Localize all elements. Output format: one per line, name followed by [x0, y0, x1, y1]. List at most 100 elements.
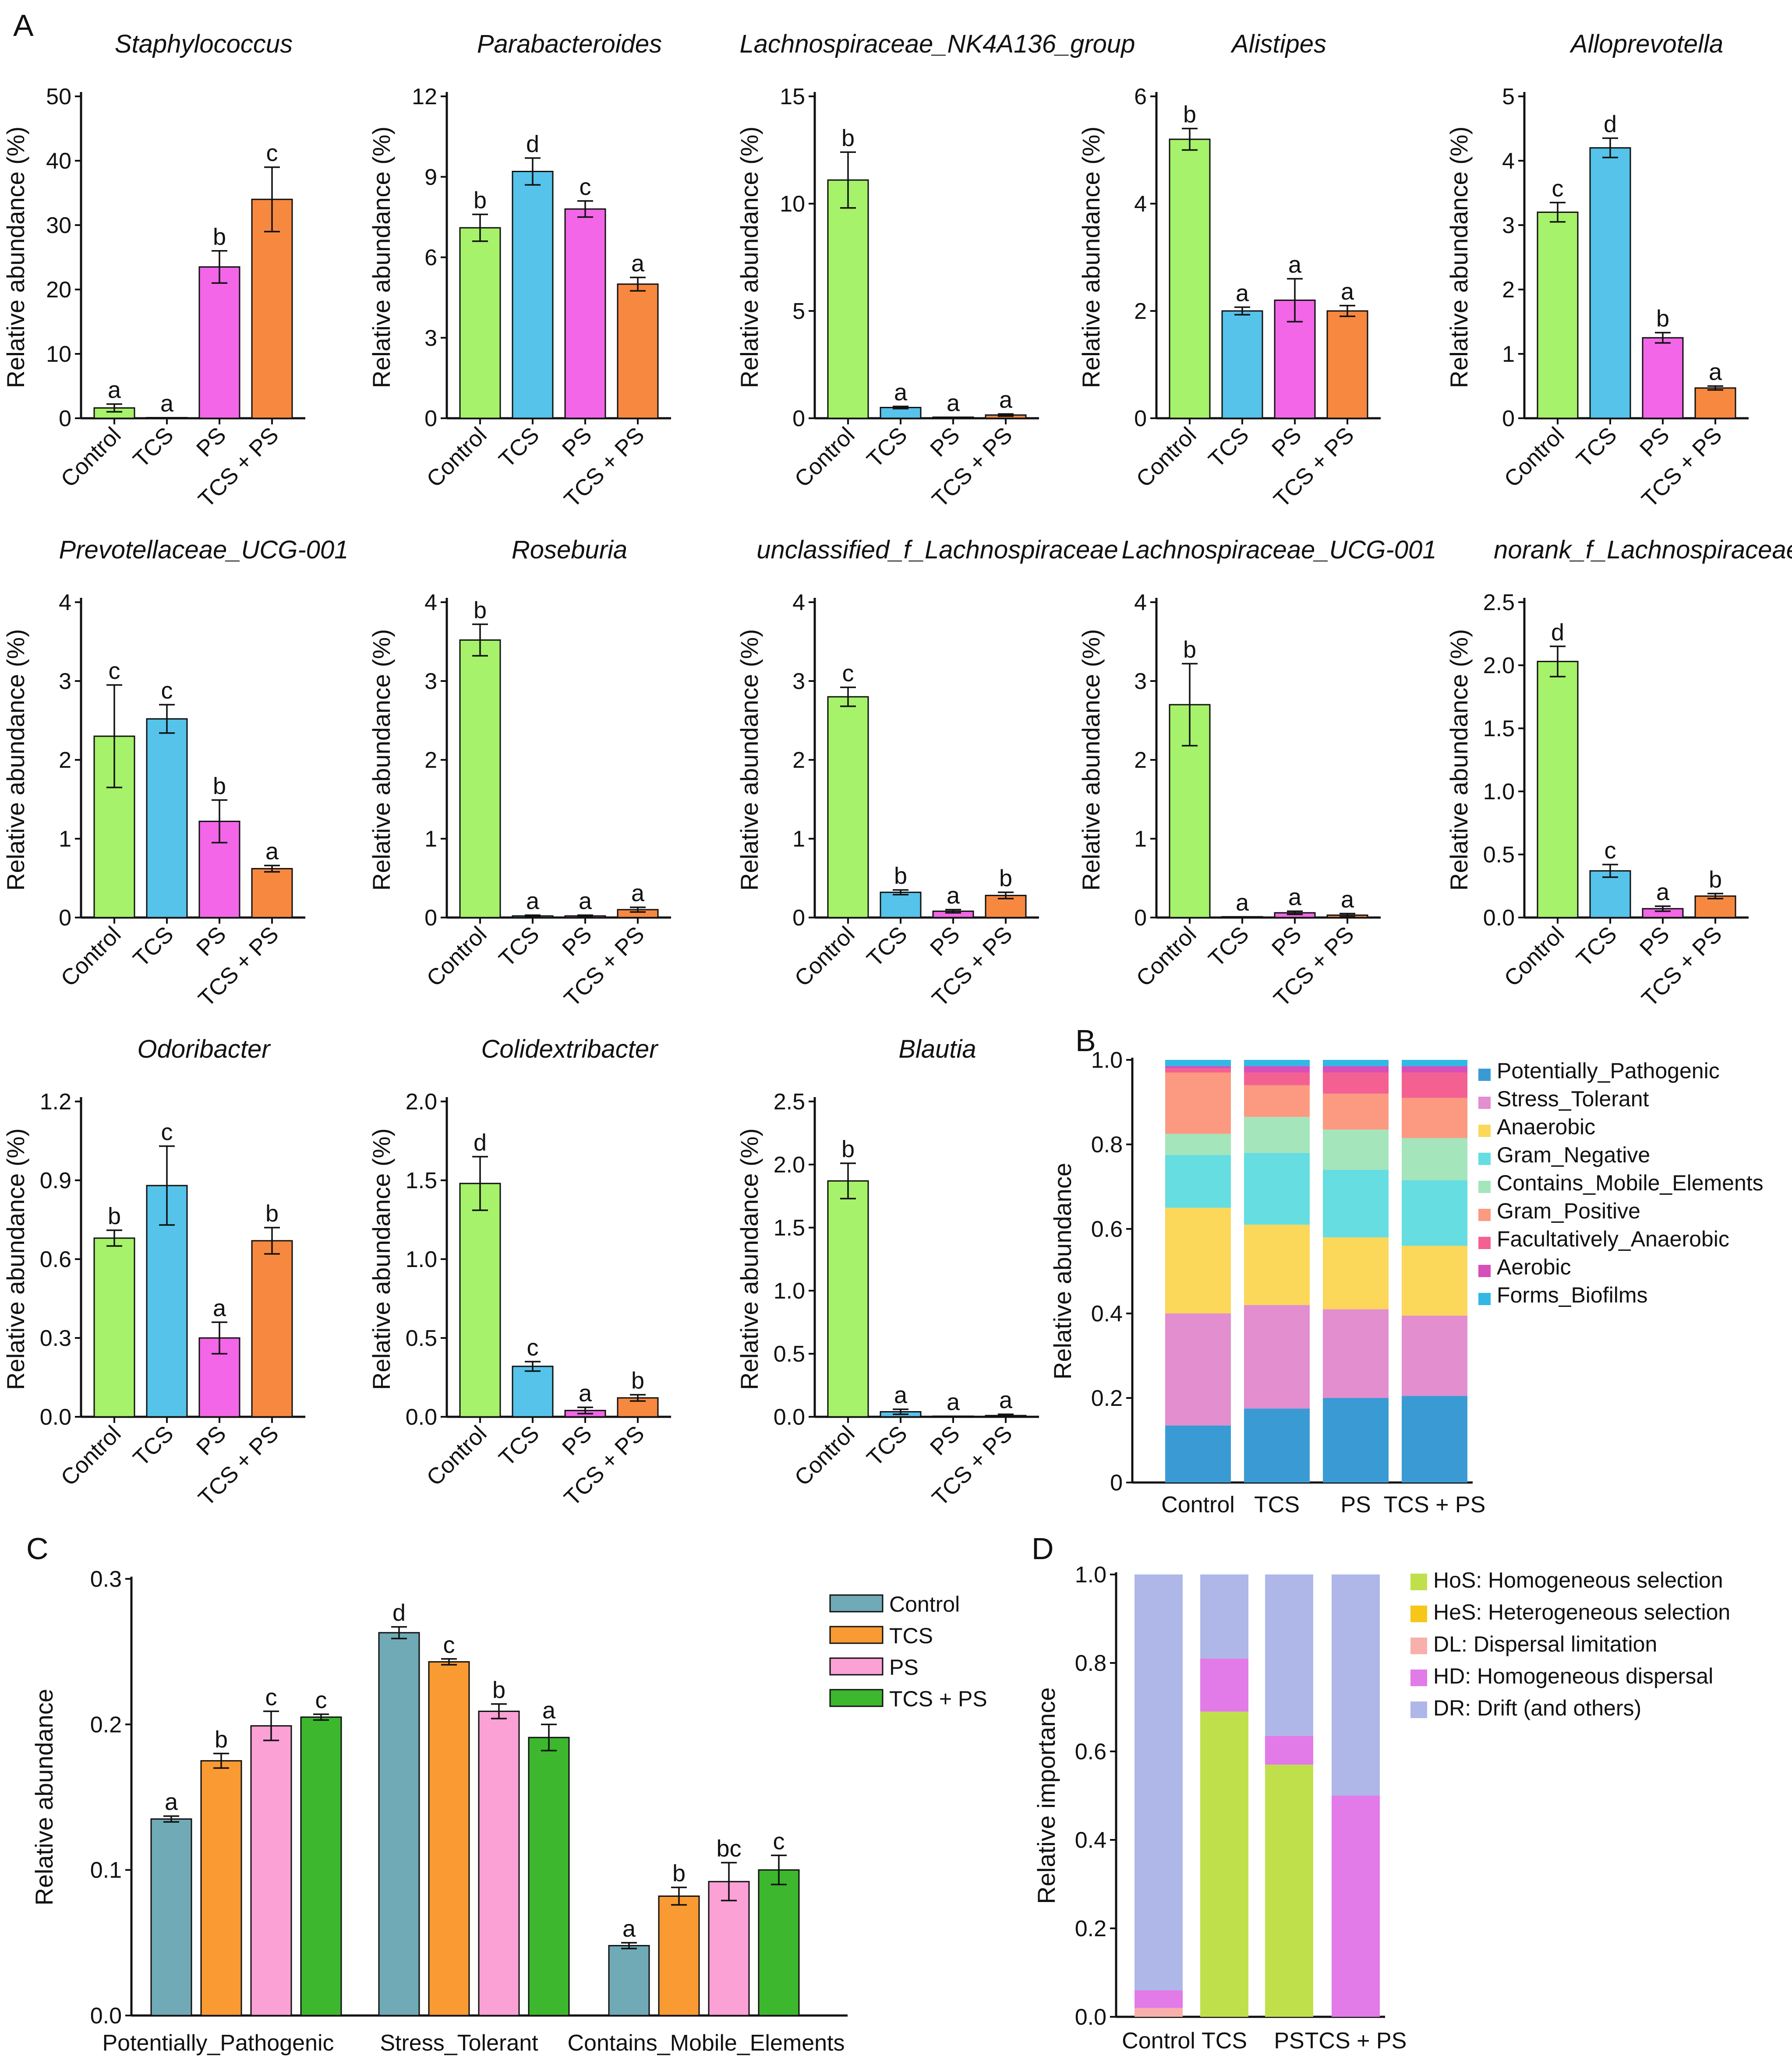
- bar-1: [146, 417, 188, 419]
- stack-segment-8: [1402, 1060, 1467, 1066]
- bar-chart-12: Blautia Relative abundance (%) 0.0 0.5 1.0 1.…: [735, 1035, 1039, 1511]
- bar-3: [528, 1737, 570, 2016]
- legend-label: DL: Dispersal limitation: [1433, 1632, 1657, 1656]
- significance-label: b: [1656, 305, 1669, 332]
- x-tick-label: PS: [557, 921, 597, 961]
- y-tick-label: 0.0: [1075, 2005, 1106, 2030]
- stack-segment-4: [1332, 1574, 1380, 1796]
- bar-chart-0: Staphylococcus Relative abundance (%) 0 10 2…: [2, 30, 305, 512]
- y-tick-label: 0.5: [1483, 842, 1515, 868]
- y-tick-label: 0.0: [774, 1405, 805, 1430]
- y-axis-label: Relative abundance (%): [1445, 127, 1473, 388]
- bar-2: [250, 1725, 292, 2016]
- significance-label: c: [161, 1119, 173, 1145]
- y-tick-label: 2.5: [1483, 590, 1515, 615]
- y-tick-label: 0.0: [40, 1405, 71, 1430]
- x-tick-label: PS: [1274, 2028, 1304, 2054]
- x-tick-label: PS: [1340, 1492, 1371, 1518]
- stack-segment-4: [1200, 1574, 1248, 1659]
- significance-label: b: [841, 125, 855, 151]
- x-tick-label: TCS: [1254, 1492, 1300, 1518]
- y-tick-label: 1.0: [406, 1247, 437, 1272]
- y-tick-label: 0.5: [774, 1341, 805, 1367]
- stack-segment-7: [1165, 1066, 1231, 1069]
- x-tick-label: Control: [56, 921, 126, 992]
- legend-label: Potentially_Pathogenic: [1497, 1059, 1720, 1083]
- x-tick-label: Contains_Mobile_Elements: [567, 2030, 845, 2056]
- y-tick-label: 2: [424, 748, 437, 773]
- legend-label: Facultatively_Anaerobic: [1497, 1227, 1729, 1251]
- y-tick-label: 1.0: [1075, 1562, 1106, 1588]
- y-axis-label: Relative abundance (%): [368, 127, 395, 388]
- y-axis-label: Relative abundance (%): [735, 127, 763, 388]
- y-tick-label: 0.0: [406, 1405, 437, 1430]
- x-tick-label: PS: [1635, 422, 1674, 462]
- bar-chart-2: Lachnospiraceae_NK4A136_group Relative ab…: [735, 30, 1135, 512]
- legend-swatch: [1478, 1265, 1491, 1277]
- y-tick-label: 10: [46, 342, 71, 367]
- legend-label: Gram_Positive: [1497, 1199, 1640, 1223]
- stack-segment-2: [1135, 2008, 1183, 2017]
- bar-chart-1: Parabacteroides Relative abundance (%) 0 3 6…: [368, 30, 671, 512]
- x-tick-label: PS: [925, 921, 965, 961]
- y-tick-label: 0: [792, 905, 805, 931]
- x-tick-label: Stress_Tolerant: [380, 2030, 538, 2056]
- chart-title: unclassified_f_Lachnospiraceae: [756, 536, 1118, 564]
- y-axis-label: Relative abundance (%): [2, 1128, 29, 1390]
- x-tick-label: Control: [422, 921, 492, 992]
- significance-label: b: [894, 863, 907, 889]
- legend-swatch: [1478, 1181, 1491, 1193]
- y-tick-label: 40: [46, 148, 71, 174]
- legend-swatch: [1478, 1069, 1491, 1081]
- x-tick-label: PS: [191, 422, 231, 462]
- y-tick-label: 0.4: [1091, 1301, 1123, 1327]
- y-tick-label: 20: [46, 277, 71, 303]
- significance-label: b: [1183, 636, 1196, 663]
- x-tick-label: TCS: [128, 921, 179, 972]
- y-tick-label: 6: [424, 245, 437, 271]
- y-tick-label: 0.5: [406, 1326, 437, 1351]
- legend-label: Anaerobic: [1497, 1115, 1595, 1139]
- x-tick-label: Control: [422, 1421, 492, 1491]
- legend-swatch: [829, 1626, 884, 1644]
- significance-label: b: [108, 1203, 121, 1229]
- legend-label: HoS: Homogeneous selection: [1433, 1568, 1723, 1592]
- y-tick-label: 3: [792, 669, 805, 694]
- stacked-chart-D: Relative importance 0.0 0.2 0.4 0.6 0.8 1.0 Con…: [1032, 1562, 1730, 2054]
- x-tick-label: PS: [557, 422, 597, 462]
- significance-label: a: [622, 1916, 636, 1942]
- stack-segment-6: [1165, 1068, 1231, 1073]
- x-tick-label: Control: [1499, 921, 1569, 992]
- y-tick-label: 0: [792, 406, 805, 431]
- significance-label: b: [474, 187, 487, 214]
- y-tick-label: 3: [424, 325, 437, 351]
- y-tick-label: 2.5: [774, 1089, 805, 1115]
- y-tick-label: 4: [1502, 148, 1515, 174]
- legend-label: HeS: Heterogeneous selection: [1433, 1600, 1730, 1624]
- significance-label: a: [1288, 252, 1302, 278]
- bar-1: [1589, 870, 1631, 918]
- significance-label: a: [1341, 886, 1354, 913]
- legend-swatch: [1410, 1606, 1427, 1622]
- x-tick-label: TCS: [1572, 921, 1622, 972]
- y-tick-label: 0.2: [90, 1712, 122, 1737]
- chart-title: Blautia: [898, 1035, 976, 1063]
- bar-0: [1537, 660, 1579, 918]
- x-tick-label: Control: [56, 422, 126, 492]
- significance-label: a: [999, 387, 1013, 413]
- legend-swatch: [1478, 1293, 1491, 1305]
- significance-label: b: [999, 865, 1012, 891]
- y-tick-label: 0.6: [1091, 1217, 1123, 1242]
- y-tick-label: 2.0: [406, 1089, 437, 1115]
- y-tick-label: 4: [59, 590, 71, 615]
- legend-label: Contains_Mobile_Elements: [1497, 1171, 1764, 1195]
- y-tick-label: 0: [424, 406, 437, 431]
- x-tick-label: TCS + PS: [1384, 1492, 1486, 1518]
- legend-label: Stress_Tolerant: [1497, 1087, 1649, 1111]
- significance-label: d: [526, 131, 539, 157]
- y-tick-label: 0.0: [1483, 905, 1515, 931]
- bar-chart-5: Prevotellaceae_UCG-001 Relative abundance…: [2, 536, 348, 1012]
- y-tick-label: 30: [46, 213, 71, 238]
- bar-chart-3: Alistipes Relative abundance (%) 0 2 4 6 b Cont…: [1077, 30, 1381, 512]
- bar-2: [932, 417, 974, 419]
